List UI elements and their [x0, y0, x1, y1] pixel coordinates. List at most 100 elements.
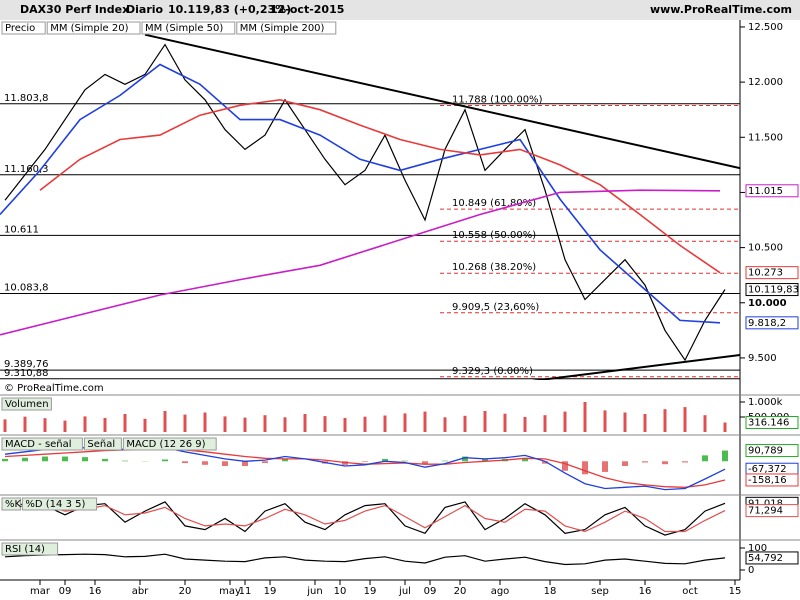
period: Diario	[126, 3, 164, 16]
last-value-label: 9.818,2	[748, 318, 786, 329]
series-line	[4, 43, 726, 362]
x-tick-label: 16	[639, 586, 652, 597]
y-tick-label: 10.500	[748, 243, 783, 254]
x-tick-label: 10	[334, 586, 347, 597]
last-value-box	[745, 283, 799, 297]
last-value-box	[745, 551, 799, 565]
legend-box	[83, 437, 122, 451]
x-tick-label: jun	[306, 586, 322, 597]
histogram-bar	[222, 461, 228, 466]
histogram-bar	[662, 461, 668, 465]
series-line	[4, 501, 726, 536]
x-tick-label: abr	[132, 586, 149, 597]
y-tick-label: 11.500	[748, 132, 783, 143]
x-tick-label: 20	[179, 586, 192, 597]
histogram-bar	[442, 460, 448, 462]
series-line	[0, 63, 721, 324]
volume-bar	[523, 417, 527, 432]
legend-label: Precio	[5, 23, 35, 34]
volume-bar	[243, 417, 247, 432]
volume-bar	[83, 416, 87, 432]
histogram-bar	[62, 456, 68, 462]
series-line	[4, 504, 726, 533]
last-value-box	[745, 316, 799, 330]
last-value-box	[745, 184, 799, 198]
volume-bar	[183, 414, 187, 432]
volume-bar	[683, 407, 687, 432]
volume-bar	[23, 416, 27, 432]
volume-bar	[223, 416, 227, 432]
x-tick-label: 15	[729, 586, 742, 597]
last-value-label: 11.015	[748, 186, 783, 197]
volume-bar	[303, 414, 307, 432]
date: 12-oct-2015	[270, 3, 344, 16]
histogram-bar	[202, 461, 208, 465]
histogram-bar	[642, 461, 648, 463]
x-tick-label: jul	[398, 586, 411, 597]
histogram-bar	[562, 461, 568, 471]
volume-bar	[143, 418, 147, 432]
histogram-bar	[702, 455, 708, 462]
volume-bar	[423, 411, 427, 432]
legend-box	[1, 437, 83, 451]
histogram-bar	[422, 461, 428, 465]
volume-bar	[443, 417, 447, 432]
legend-box	[1, 497, 21, 511]
legend-box	[46, 21, 141, 35]
series-line	[4, 553, 726, 566]
volume-bar	[643, 414, 647, 432]
histogram-bar	[2, 458, 8, 462]
y-tick-label: 12.000	[748, 77, 783, 88]
legend-box	[1, 542, 59, 556]
y-tick-label: 9.500	[748, 353, 777, 364]
histogram-bar	[582, 461, 588, 475]
volume-bar	[283, 417, 287, 432]
volume-bar	[623, 412, 627, 432]
volume-bar	[63, 420, 67, 432]
fibonacci-label: 10.268 (38.20%)	[452, 262, 536, 273]
series-line	[0, 189, 721, 336]
legend-box	[1, 21, 46, 35]
x-tick-label: 09	[59, 586, 72, 597]
volume-bar	[263, 415, 267, 432]
last-value-box	[745, 473, 799, 487]
level-label: 10.083,8	[4, 283, 49, 294]
legend-box	[141, 21, 236, 35]
last-value-label: 71,294	[748, 506, 783, 517]
histogram-bar	[542, 461, 548, 464]
last-value-box	[745, 416, 799, 430]
level-label: 10.611	[4, 224, 39, 235]
histogram-bar	[162, 459, 168, 462]
y-tick-label: 100	[748, 543, 767, 554]
volume-bar	[503, 413, 507, 432]
volume-bar	[663, 409, 667, 432]
level-label: 11.803,8	[4, 93, 49, 104]
histogram-bar	[622, 461, 628, 466]
histogram-bar	[682, 461, 688, 463]
histogram-bar	[122, 460, 128, 462]
volume-bar	[323, 416, 327, 432]
legend-box	[122, 437, 217, 451]
histogram-bar	[522, 458, 528, 462]
fibonacci-label: 9.329,3 (0.00%)	[452, 366, 533, 377]
volume-bar	[103, 417, 107, 432]
histogram-bar	[482, 458, 488, 462]
volume-bar	[543, 415, 547, 432]
legend-label: MACD - señal	[5, 439, 72, 450]
histogram-bar	[602, 461, 608, 472]
last-value-box	[745, 504, 799, 518]
x-tick-label: 09	[424, 586, 437, 597]
volume-bar	[43, 418, 47, 432]
price-panel: 11.803,811.160,310.61110.083,89.389,769.…	[0, 33, 740, 380]
histogram-bar	[382, 458, 388, 462]
x-tick-label: oct	[682, 586, 698, 597]
last-value-label: 90,789	[748, 446, 783, 457]
last-value-box	[745, 444, 799, 458]
legend-label: RSI (14)	[5, 544, 45, 555]
x-tick-label: sep	[591, 586, 609, 597]
y-tick-label: 1.000k	[748, 397, 783, 408]
volume-bar	[363, 416, 367, 432]
last-value-label: -67,372	[748, 464, 787, 475]
volume-bar	[343, 417, 347, 432]
